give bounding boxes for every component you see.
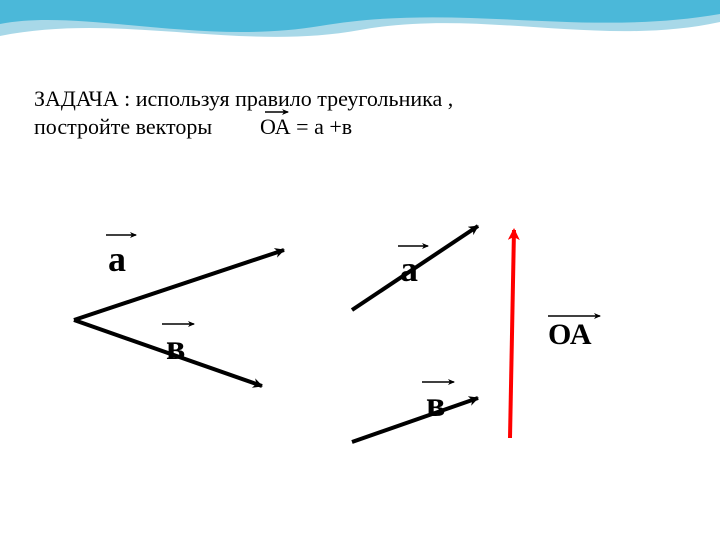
vector-v-left xyxy=(74,320,262,386)
diagram-svg xyxy=(0,0,720,540)
vector-a-left xyxy=(74,250,284,320)
vector-v-right xyxy=(352,398,478,442)
vector-oa xyxy=(510,230,514,438)
vector-a-right xyxy=(352,226,478,310)
